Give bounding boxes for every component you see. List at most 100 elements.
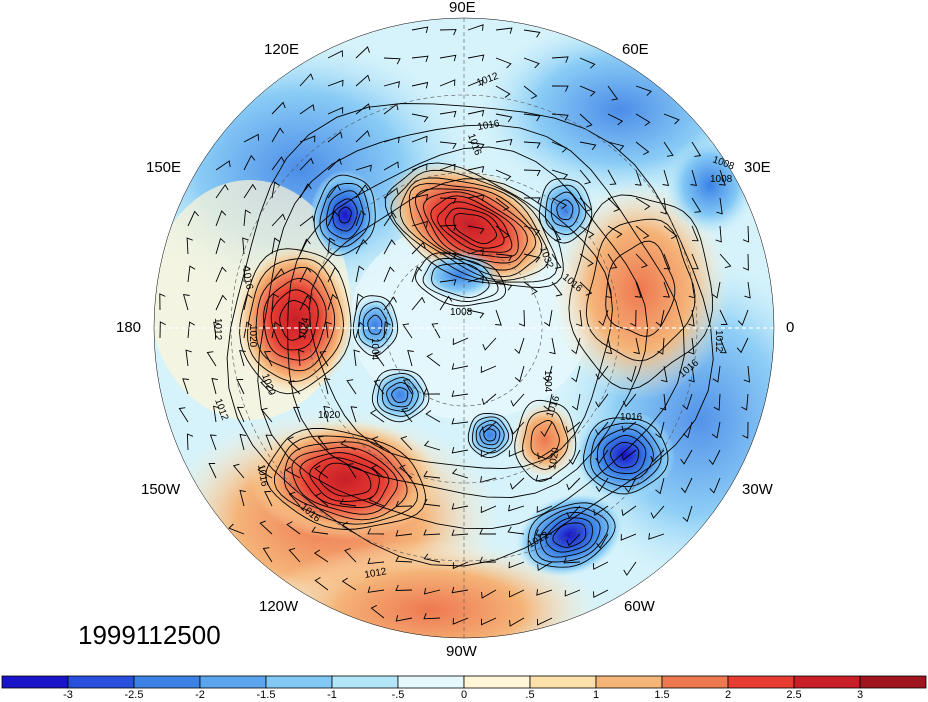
wind-barb [598, 309, 609, 327]
wind-barb [353, 349, 360, 367]
wind-barb [395, 615, 413, 622]
wind-barb [451, 363, 469, 370]
wind-barb [423, 529, 441, 536]
wind-barb [536, 589, 553, 596]
isobar-label: 1020 [247, 325, 258, 348]
wind-barb [551, 281, 563, 297]
wind-barb [373, 379, 385, 395]
wind-barb [551, 197, 568, 210]
isobar-line [596, 428, 654, 481]
isobar-line [283, 441, 408, 521]
wind-barb [655, 477, 665, 495]
wind-barb [346, 463, 357, 479]
wind-barb [395, 530, 413, 537]
wind-barb [507, 526, 525, 535]
wind-barb [439, 224, 457, 231]
wind-barb [314, 465, 329, 479]
wind-barb [467, 249, 484, 256]
wind-barb [373, 351, 385, 367]
wind-barb [607, 169, 617, 185]
wind-barb [626, 365, 637, 383]
wind-barb [688, 309, 695, 327]
isobar-line [605, 240, 676, 337]
wind-barb [690, 169, 698, 186]
wind-barb [514, 337, 525, 355]
wind-barb [355, 130, 370, 143]
colorbar-swatch [133, 675, 201, 689]
wind-barb [355, 74, 371, 87]
wind-barb [682, 505, 693, 523]
wind-barb [634, 281, 642, 298]
wind-barb [327, 131, 343, 143]
wind-barb [327, 50, 343, 59]
wind-barb [481, 421, 497, 434]
colorbar-tick-label: -1.5 [256, 689, 276, 701]
wind-barb [370, 604, 385, 619]
isobar-line [556, 199, 574, 221]
wind-barb [341, 577, 357, 591]
wind-barb [271, 237, 280, 255]
wind-barb [186, 433, 194, 451]
wind-barb [575, 309, 583, 327]
wind-barb [178, 407, 189, 423]
wind-barb [688, 281, 696, 299]
wind-barb [467, 54, 485, 62]
isobar-label: 1020 [547, 446, 562, 470]
wind-barb [565, 421, 581, 433]
wind-barb [537, 617, 553, 626]
wind-barb [367, 557, 385, 565]
isobar-line [352, 295, 399, 357]
wind-barb [508, 449, 525, 457]
wind-barb [395, 500, 413, 507]
wind-barb [523, 225, 541, 236]
map-boundary [153, 17, 775, 639]
wind-barb [495, 113, 513, 123]
wind-barb [314, 492, 329, 507]
wind-barb [523, 281, 538, 295]
wind-barb [648, 533, 665, 540]
wind-barb [452, 617, 469, 625]
isobar-line [514, 399, 577, 482]
wind-barb [451, 390, 469, 397]
wind-barb [742, 225, 750, 243]
wind-barb [657, 337, 665, 355]
wind-barb [655, 309, 665, 327]
isobar-line [430, 195, 519, 258]
wind-barb [425, 410, 441, 423]
lon-label-60e: 60E [622, 41, 649, 58]
wind-barb [271, 213, 286, 227]
wind-barb [344, 548, 357, 563]
wind-barbs [159, 24, 751, 627]
wind-barb [243, 154, 256, 171]
wind-barb [551, 225, 562, 241]
wind-barb [402, 323, 413, 339]
wind-barb [271, 293, 279, 311]
isobar-line [527, 502, 616, 568]
isobar-line [530, 420, 560, 460]
wind-barb [265, 434, 273, 451]
isobar-line [436, 201, 513, 253]
wind-barb [426, 353, 441, 367]
wind-barb [535, 474, 553, 482]
wind-barb [423, 440, 441, 451]
wind-barb [467, 194, 485, 202]
wind-barb [495, 197, 510, 211]
wind-barb [325, 321, 332, 339]
isobar-line [431, 262, 490, 298]
wind-barb [186, 237, 193, 255]
wind-barb [713, 393, 721, 411]
wind-barb [213, 405, 220, 423]
wind-barb [518, 309, 525, 327]
wind-barb [523, 113, 541, 122]
wind-barb [659, 393, 667, 411]
isobar-line [381, 377, 419, 412]
wind-barb [691, 197, 702, 213]
colorbar-tick-label: 2.5 [786, 689, 802, 701]
isobar-line [534, 507, 609, 563]
wind-barb [271, 156, 285, 171]
wind-barb [452, 337, 469, 346]
wind-barb [544, 309, 553, 327]
wind-barb [635, 225, 650, 239]
isobar-line [318, 462, 372, 497]
wind-barb [536, 505, 553, 513]
